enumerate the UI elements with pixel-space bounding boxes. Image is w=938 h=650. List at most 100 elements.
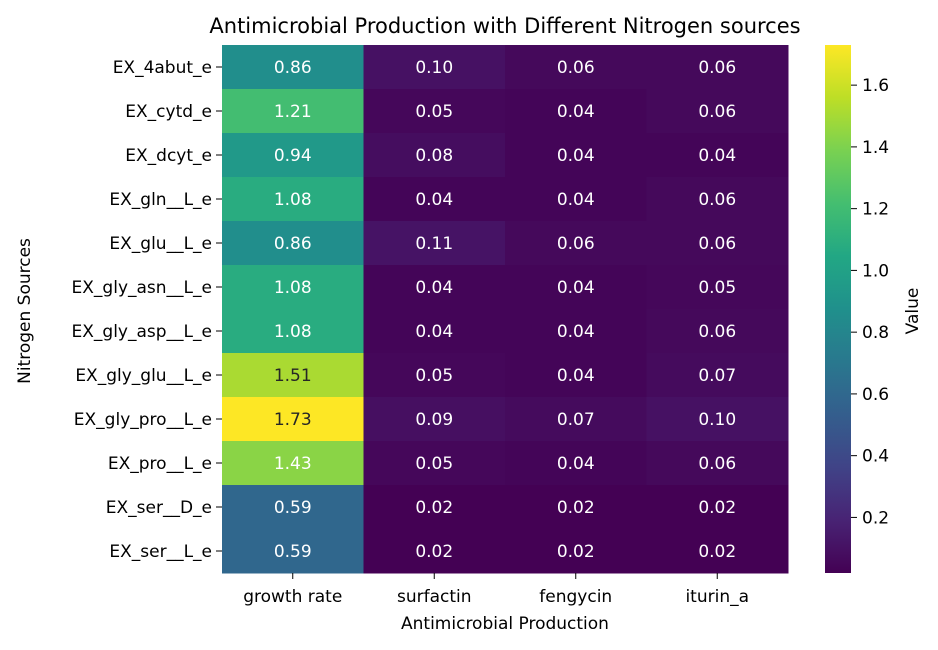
heatmap-cell <box>505 45 647 90</box>
cell-value-label: 0.06 <box>698 454 736 474</box>
heatmap-cell <box>363 45 506 90</box>
cell-value-label: 0.05 <box>415 366 453 386</box>
heatmap-cell <box>363 133 506 178</box>
row-label: EX_glu__L_e <box>109 234 212 254</box>
row-label: EX_ser__L_e <box>109 542 212 562</box>
heatmap-cell <box>505 89 647 134</box>
y-axis-label: Nitrogen Sources <box>15 238 35 384</box>
cell-value-label: 0.06 <box>698 58 736 78</box>
colorbar-ticks: 0.2 0.4 0.6 0.8 1.0 1.2 1.4 1.6 <box>851 76 889 528</box>
cell-value-label: 0.05 <box>698 278 736 298</box>
heatmap-cell <box>505 133 647 178</box>
chart-title: Antimicrobial Production with Different … <box>209 14 800 38</box>
colorbar-tick-label: 0.6 <box>862 385 889 405</box>
cell-value-label: 0.04 <box>557 322 595 342</box>
heatmap-cell <box>505 265 647 310</box>
heatmap-cell <box>646 441 789 486</box>
heatmap-cell <box>363 397 506 442</box>
cell-value-label: 0.07 <box>557 410 595 430</box>
cell-value-label: 1.51 <box>274 366 312 386</box>
heatmap-cell <box>363 529 506 574</box>
heatmap-cell <box>505 221 647 266</box>
heatmap-cell <box>222 309 364 354</box>
heatmap-cell <box>646 133 789 178</box>
cell-value-label: 0.06 <box>698 234 736 254</box>
heatmap-cell <box>222 221 364 266</box>
cell-value-label: 0.06 <box>557 234 595 254</box>
column-label: surfactin <box>397 587 472 607</box>
heatmap-cell <box>222 529 364 574</box>
heatmap-cell <box>222 485 364 530</box>
colorbar-label: Value <box>903 288 923 335</box>
row-label: EX_gly_asn__L_e <box>72 278 212 298</box>
cell-value-label: 0.05 <box>415 454 453 474</box>
cell-value-label: 0.59 <box>274 542 312 562</box>
column-label: fengycin <box>539 587 612 607</box>
heatmap-cell <box>363 221 506 266</box>
cell-value-label: 1.08 <box>274 190 312 210</box>
heatmap-cell <box>222 397 364 442</box>
heatmap-cell <box>505 485 647 530</box>
heatmap-cell <box>222 265 364 310</box>
cell-value-label: 0.94 <box>274 146 312 166</box>
colorbar-tick-label: 1.4 <box>862 138 889 158</box>
column-label: growth rate <box>243 587 342 607</box>
cell-value-label: 0.04 <box>557 278 595 298</box>
cell-value-label: 0.04 <box>698 146 736 166</box>
cell-value-label: 0.09 <box>415 410 453 430</box>
heatmap-cell <box>222 441 364 486</box>
colorbar-tick-label: 0.2 <box>862 508 889 528</box>
heatmap-cell <box>363 177 506 222</box>
cell-value-label: 0.10 <box>415 58 453 78</box>
cell-value-label: 0.11 <box>415 234 453 254</box>
cell-value-label: 0.02 <box>557 542 595 562</box>
cell-value-label: 0.04 <box>557 454 595 474</box>
cell-value-label: 1.43 <box>274 454 312 474</box>
heatmap-cell <box>363 353 506 398</box>
x-axis-label: Antimicrobial Production <box>401 614 609 634</box>
heatmap-cell <box>505 309 647 354</box>
row-label: EX_gly_asp__L_e <box>72 322 212 342</box>
heatmap-cell <box>222 45 364 90</box>
row-label: EX_ser__D_e <box>106 498 212 518</box>
row-label: EX_gly_pro__L_e <box>74 410 212 430</box>
cell-value-label: 0.06 <box>698 322 736 342</box>
heatmap-cells: 0.86 0.10 0.06 0.06 1.21 0.05 0.04 0.06 0.94 0.08… <box>222 45 789 574</box>
heatmap-cell <box>646 89 789 134</box>
row-label: EX_pro__L_e <box>108 454 212 474</box>
cell-value-label: 0.02 <box>415 498 453 518</box>
heatmap-cell <box>363 89 506 134</box>
heatmap-cell <box>363 309 506 354</box>
heatmap-cell <box>222 133 364 178</box>
cell-value-label: 0.04 <box>415 322 453 342</box>
cell-value-label: 0.04 <box>557 102 595 122</box>
heatmap-cell <box>646 397 789 442</box>
cell-value-label: 0.86 <box>274 58 312 78</box>
column-labels: growth rate surfactin fengycin iturin_a <box>243 573 749 607</box>
cell-value-label: 0.02 <box>557 498 595 518</box>
cell-value-label: 0.07 <box>698 366 736 386</box>
colorbar-tick-label: 1.0 <box>862 261 889 281</box>
cell-value-label: 0.06 <box>557 58 595 78</box>
heatmap-cell <box>505 397 647 442</box>
heatmap-cell <box>646 309 789 354</box>
cell-value-label: 0.86 <box>274 234 312 254</box>
cell-value-label: 0.02 <box>698 542 736 562</box>
heatmap-cell <box>646 177 789 222</box>
cell-value-label: 1.21 <box>274 102 312 122</box>
heatmap-cell <box>646 221 789 266</box>
heatmap-cell <box>363 265 506 310</box>
row-label: EX_dcyt_e <box>125 146 212 166</box>
colorbar-tick-label: 1.6 <box>862 76 889 96</box>
row-label: EX_cytd_e <box>125 102 212 122</box>
heatmap-cell <box>505 441 647 486</box>
cell-value-label: 0.04 <box>557 146 595 166</box>
cell-value-label: 0.02 <box>415 542 453 562</box>
row-label: EX_gln__L_e <box>109 190 212 210</box>
cell-value-label: 1.08 <box>274 322 312 342</box>
cell-value-label: 0.59 <box>274 498 312 518</box>
heatmap-cell <box>646 265 789 310</box>
cell-value-label: 0.08 <box>415 146 453 166</box>
cell-value-label: 0.10 <box>698 410 736 430</box>
row-label: EX_gly_glu__L_e <box>75 366 212 386</box>
